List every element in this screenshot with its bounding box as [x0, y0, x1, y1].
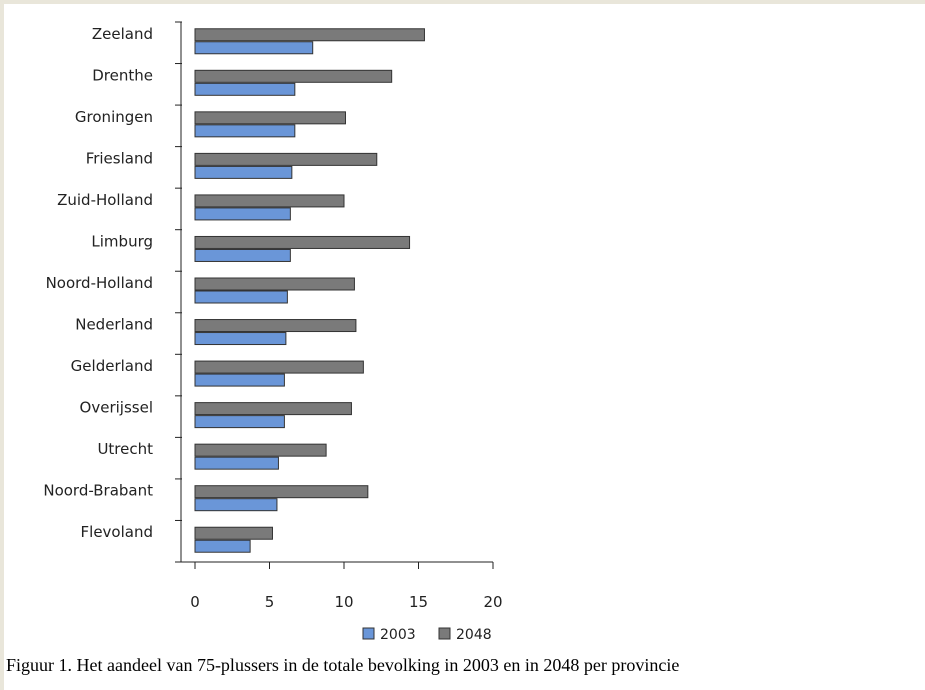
bars: [194, 28, 425, 553]
bar-2003: [194, 498, 278, 512]
category-label: Zeeland: [92, 25, 153, 43]
bar-2048: [194, 69, 393, 83]
category-label: Overijssel: [80, 399, 153, 417]
frame-border-left: [0, 0, 4, 690]
category-label: Utrecht: [97, 440, 153, 458]
category-label: Limburg: [91, 232, 153, 250]
bar-2048: [194, 485, 369, 499]
bar-2003: [194, 82, 296, 96]
figure-caption: Figuur 1. Het aandeel van 75-plussers in…: [6, 655, 680, 675]
category-label: Noord-Brabant: [43, 482, 153, 500]
bar-2003: [194, 332, 287, 346]
bar-2048: [194, 28, 425, 42]
bar-2003: [194, 373, 285, 387]
bar-chart: Zeeland Drenthe Groningen Friesland Zuid-Hol…: [43, 21, 503, 643]
x-tick-label: 20: [483, 593, 502, 611]
legend-swatch-2003: [362, 627, 375, 640]
category-label: Zuid-Holland: [57, 191, 153, 209]
bar-2003: [194, 248, 291, 262]
bar-2048: [194, 277, 355, 291]
bar-2048: [194, 402, 352, 416]
frame-border-top: [0, 0, 925, 4]
bar-2048: [194, 111, 346, 125]
bar-2003: [194, 165, 293, 179]
bar-2048: [194, 235, 411, 249]
bar-2003: [194, 124, 296, 138]
bar-2003: [194, 456, 279, 470]
bar-2003: [194, 207, 291, 221]
x-axis-ticks: 0 5 10 15 20: [190, 562, 503, 611]
category-label: Groningen: [75, 108, 153, 126]
x-tick-label: 15: [409, 593, 428, 611]
x-tick-label: 5: [265, 593, 275, 611]
category-label: Nederland: [75, 316, 153, 334]
category-label: Drenthe: [92, 66, 153, 84]
bar-2048: [194, 526, 273, 540]
category-label: Friesland: [86, 149, 153, 167]
legend: 2003 2048: [362, 627, 492, 643]
bar-2003: [194, 415, 285, 429]
x-tick-label: 10: [334, 593, 353, 611]
bar-2048: [194, 319, 357, 333]
bar-2003: [194, 41, 314, 55]
legend-label-2048: 2048: [456, 627, 492, 643]
legend-label-2003: 2003: [380, 627, 416, 643]
category-labels: Zeeland Drenthe Groningen Friesland Zuid-Hol…: [43, 25, 153, 541]
category-label: Gelderland: [71, 357, 153, 375]
legend-swatch-2048: [438, 627, 451, 640]
bar-2048: [194, 152, 378, 166]
bar-2048: [194, 194, 345, 208]
bar-2048: [194, 443, 327, 457]
bar-2003: [194, 290, 288, 304]
category-label: Flevoland: [81, 523, 153, 541]
x-tick-label: 0: [190, 593, 200, 611]
bar-2003: [194, 539, 251, 553]
bar-2048: [194, 360, 364, 374]
category-label: Noord-Holland: [46, 274, 153, 292]
